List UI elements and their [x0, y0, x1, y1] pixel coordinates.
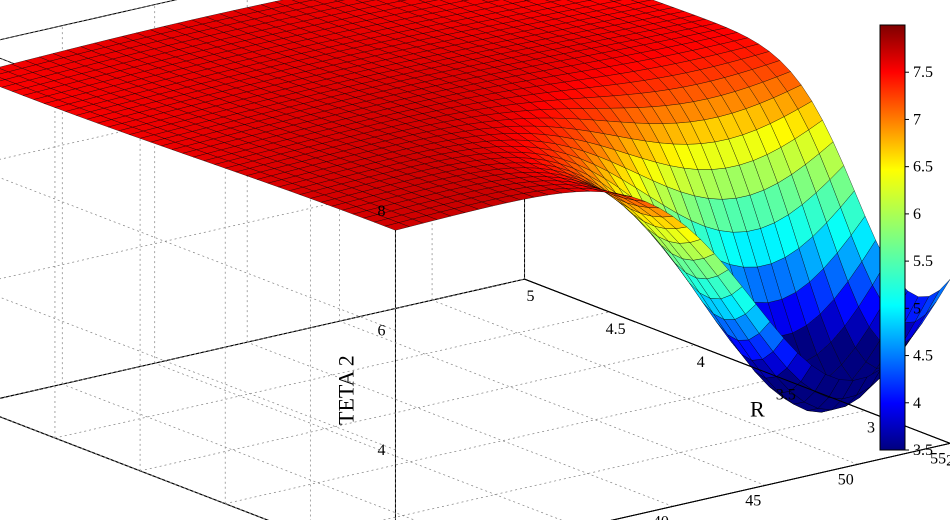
svg-text:2.5: 2.5: [946, 452, 950, 469]
svg-text:6: 6: [913, 206, 921, 223]
svg-text:6.5: 6.5: [913, 159, 933, 176]
svg-text:40: 40: [653, 513, 669, 520]
y-axis-label: R: [750, 396, 765, 421]
z-axis-label: TETA 2: [333, 355, 358, 425]
svg-text:5.5: 5.5: [913, 253, 933, 270]
svg-text:6: 6: [377, 322, 385, 339]
svg-text:3.5: 3.5: [913, 442, 933, 459]
colorbar: 3.5 4 4.5 5 5.5 6 6.5 7 7.5: [880, 25, 933, 459]
svg-text:4: 4: [377, 442, 385, 459]
svg-text:5: 5: [913, 300, 921, 317]
svg-text:4.5: 4.5: [606, 321, 626, 338]
svg-text:7.5: 7.5: [913, 64, 933, 81]
svg-text:50: 50: [838, 471, 854, 488]
svg-text:5: 5: [527, 288, 535, 305]
svg-text:45: 45: [745, 492, 761, 509]
svg-text:7: 7: [913, 111, 921, 128]
svg-text:4.5: 4.5: [913, 348, 933, 365]
svg-text:8: 8: [377, 203, 385, 220]
svg-text:4: 4: [697, 354, 705, 371]
svg-text:3: 3: [867, 420, 875, 437]
svg-text:4: 4: [913, 395, 921, 412]
svg-text:3.5: 3.5: [776, 387, 796, 404]
surface-plot: 253035404550552.533.544.552468LRTETA 23.…: [0, 0, 950, 520]
